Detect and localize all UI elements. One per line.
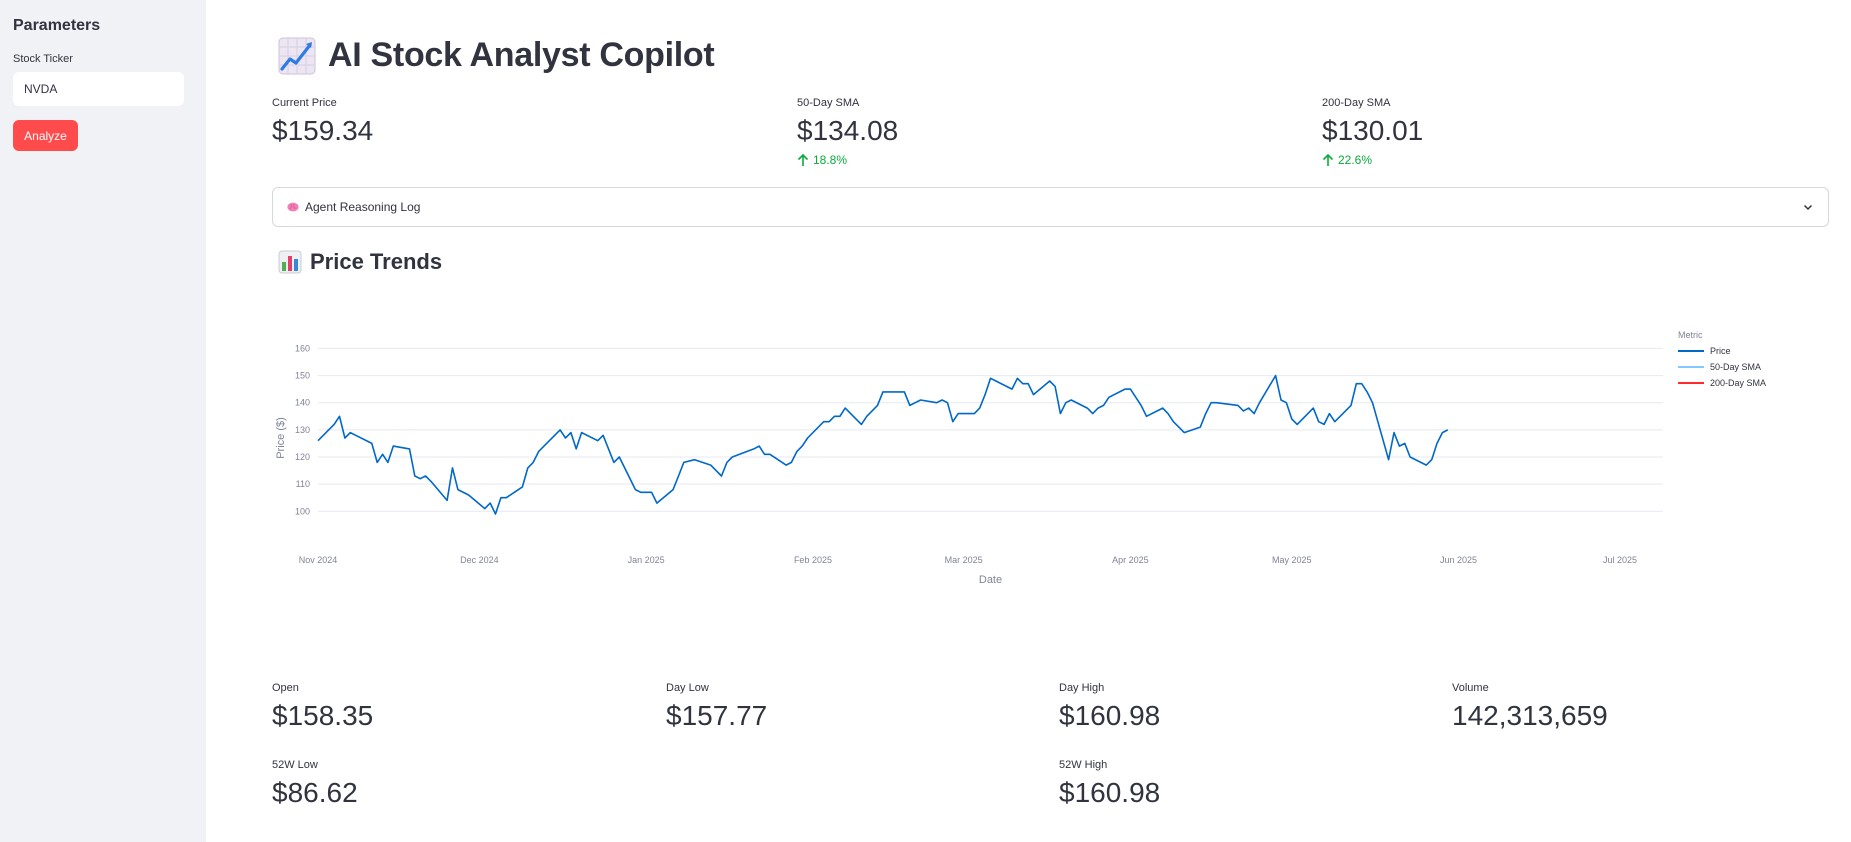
section-row: Price Trends	[278, 249, 442, 275]
metric-delta-value: 18.8%	[813, 153, 848, 167]
agent-reasoning-log-expander[interactable]: Agent Reasoning Log	[272, 187, 1829, 227]
metric-delta-value: 22.6%	[1338, 153, 1373, 167]
metric-open: Open $158.35	[272, 682, 373, 732]
metric-delta: 22.6%	[1322, 153, 1423, 167]
x-tick-label: Jun 2025	[1440, 555, 1477, 565]
x-tick-label: Dec 2024	[460, 555, 499, 565]
title-row: AI Stock Analyst Copilot	[278, 36, 715, 75]
x-axis-title: Date	[979, 574, 1002, 586]
metric-50-day-sma: 50-Day SMA $134.08 18.8%	[797, 97, 898, 167]
y-tick-label: 100	[295, 506, 310, 516]
metric-value: $158.35	[272, 700, 374, 731]
x-tick-label: Jul 2025	[1603, 555, 1637, 565]
metric-label: Open	[272, 682, 299, 694]
sidebar: Parameters Stock Ticker Analyze	[0, 0, 206, 842]
ticker-input[interactable]	[13, 72, 184, 106]
metric-52w-high: 52W High $160.98	[1059, 759, 1160, 809]
metric-value: $86.62	[272, 777, 358, 808]
y-tick-label: 110	[296, 479, 310, 489]
chart-increasing-icon	[278, 37, 316, 74]
metric-value: $160.98	[1059, 700, 1161, 731]
metric-value: $157.77	[666, 700, 768, 731]
metric-value: $134.08	[797, 115, 899, 146]
metric-value: $130.01	[1322, 115, 1424, 146]
metric-delta: 18.8%	[797, 153, 898, 167]
y-tick-label: 140	[295, 398, 310, 408]
metric-label: 200-Day SMA	[1322, 97, 1391, 109]
x-tick-label: Nov 2024	[299, 555, 338, 565]
expander-label: Agent Reasoning Log	[305, 200, 421, 214]
x-tick-label: May 2025	[1272, 555, 1312, 565]
legend-label: 200-Day SMA	[1710, 378, 1766, 388]
legend-title: Metric	[1678, 330, 1703, 340]
legend-label: 50-Day SMA	[1710, 362, 1761, 372]
main-content: AI Stock Analyst Copilot Current Price $…	[206, 0, 1851, 842]
page-title: AI Stock Analyst Copilot	[328, 36, 715, 74]
metric-label: 50-Day SMA	[797, 97, 860, 109]
metric-volume: Volume 142,313,659	[1452, 682, 1608, 732]
y-axis-title: Price ($)	[275, 417, 287, 459]
section-title: Price Trends	[310, 249, 443, 274]
y-tick-label: 120	[295, 452, 310, 462]
y-tick-label: 160	[295, 343, 310, 353]
metric-value: $159.34	[272, 115, 374, 146]
y-tick-label: 130	[295, 425, 310, 435]
arrow-up-icon	[797, 153, 809, 166]
metric-label: Day High	[1059, 682, 1105, 694]
metric-200-day-sma: 200-Day SMA $130.01 22.6%	[1322, 97, 1423, 167]
series-line-price	[317, 374, 1449, 515]
brain-icon	[287, 202, 299, 212]
legend-label: Price	[1710, 346, 1731, 356]
metric-day-low: Day Low $157.77	[666, 682, 767, 732]
metric-label: Day Low	[666, 682, 709, 694]
x-tick-label: Jan 2025	[628, 555, 665, 565]
metric-label: Volume	[1452, 682, 1489, 694]
metric-52w-low: 52W Low $86.62	[272, 759, 358, 809]
metric-label: 52W Low	[272, 759, 318, 771]
y-tick-label: 150	[295, 371, 310, 381]
price-trends-chart: 100 110 120 130 140 150 160 Nov 2024 Dec 2024 Jan…	[275, 330, 1766, 586]
metric-label: 52W High	[1059, 759, 1108, 771]
metric-day-high: Day High $160.98	[1059, 682, 1160, 732]
metric-value: $160.98	[1059, 777, 1161, 808]
x-tick-label: Apr 2025	[1112, 555, 1149, 565]
ticker-label: Stock Ticker	[13, 53, 73, 65]
metric-label: Current Price	[272, 97, 337, 109]
metric-value: 142,313,659	[1452, 700, 1608, 731]
x-tick-label: Feb 2025	[794, 555, 832, 565]
arrow-up-icon	[1322, 153, 1334, 166]
x-tick-label: Mar 2025	[945, 555, 983, 565]
metric-current-price: Current Price $159.34	[272, 97, 373, 147]
chevron-down-icon[interactable]	[1802, 201, 1814, 213]
analyze-button[interactable]: Analyze	[13, 120, 78, 151]
sidebar-title: Parameters	[13, 17, 101, 34]
bar-chart-icon	[278, 250, 302, 274]
